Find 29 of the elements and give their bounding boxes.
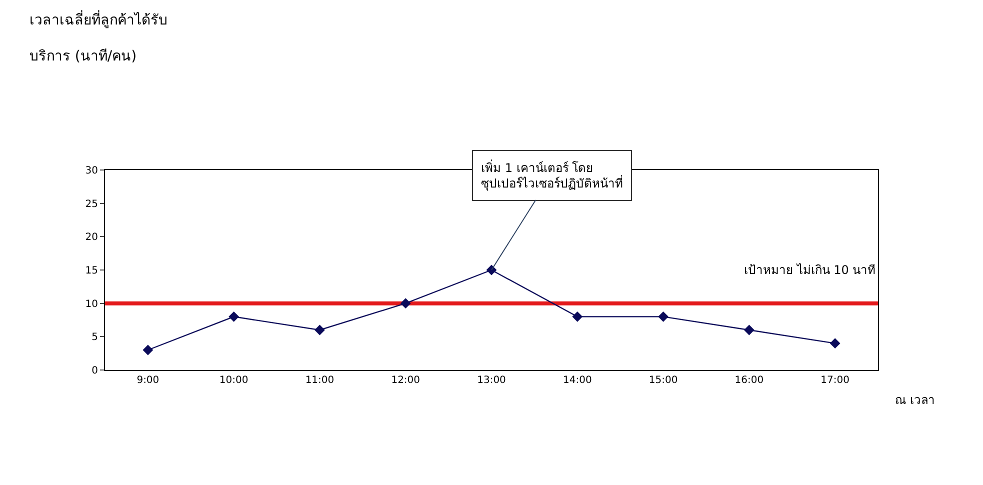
ref-line-label: เป้าหมาย ไม่เกิน 10 นาที xyxy=(744,263,876,277)
point xyxy=(658,311,668,322)
y-tick-label: 0 xyxy=(92,366,98,376)
x-tick-label: 17:00 xyxy=(820,375,850,386)
point xyxy=(314,324,325,336)
point xyxy=(400,298,411,309)
point xyxy=(228,311,240,322)
x-tick-label: 11:00 xyxy=(305,375,334,386)
chart-title: เวลาเฉลี่ยที่ลูกค้าได้รับ บริการ (นาที/คน) xyxy=(29,12,168,65)
point xyxy=(830,338,840,349)
point xyxy=(142,344,154,356)
x-tick-label: 15:00 xyxy=(648,375,678,386)
y-tick-label: 30 xyxy=(85,166,98,176)
x-axis-title: ณ เวลา xyxy=(895,393,935,407)
point xyxy=(572,311,583,322)
x-tick-label: 9:00 xyxy=(136,375,160,386)
x-tick-label: 16:00 xyxy=(734,375,764,386)
y-tick-label: 15 xyxy=(85,266,98,276)
x-tick-label: 10:00 xyxy=(219,375,248,386)
point xyxy=(744,324,754,336)
y-tick-label: 10 xyxy=(85,298,98,310)
y-tick-label: 20 xyxy=(85,232,98,244)
x-tick-label: 12:00 xyxy=(391,375,420,386)
x-tick-label: 14:00 xyxy=(562,375,592,386)
annotation: เพิ่ม 1 เคาน์เตอร์ โดย ซุปเปอร์ไวเซอร์ปฏิบัติหน้าที่ xyxy=(481,159,623,192)
point xyxy=(486,264,497,276)
y-tick-label: 5 xyxy=(92,332,98,344)
x-tick-label: 13:00 xyxy=(477,375,506,386)
y-tick-label: 25 xyxy=(85,198,98,210)
